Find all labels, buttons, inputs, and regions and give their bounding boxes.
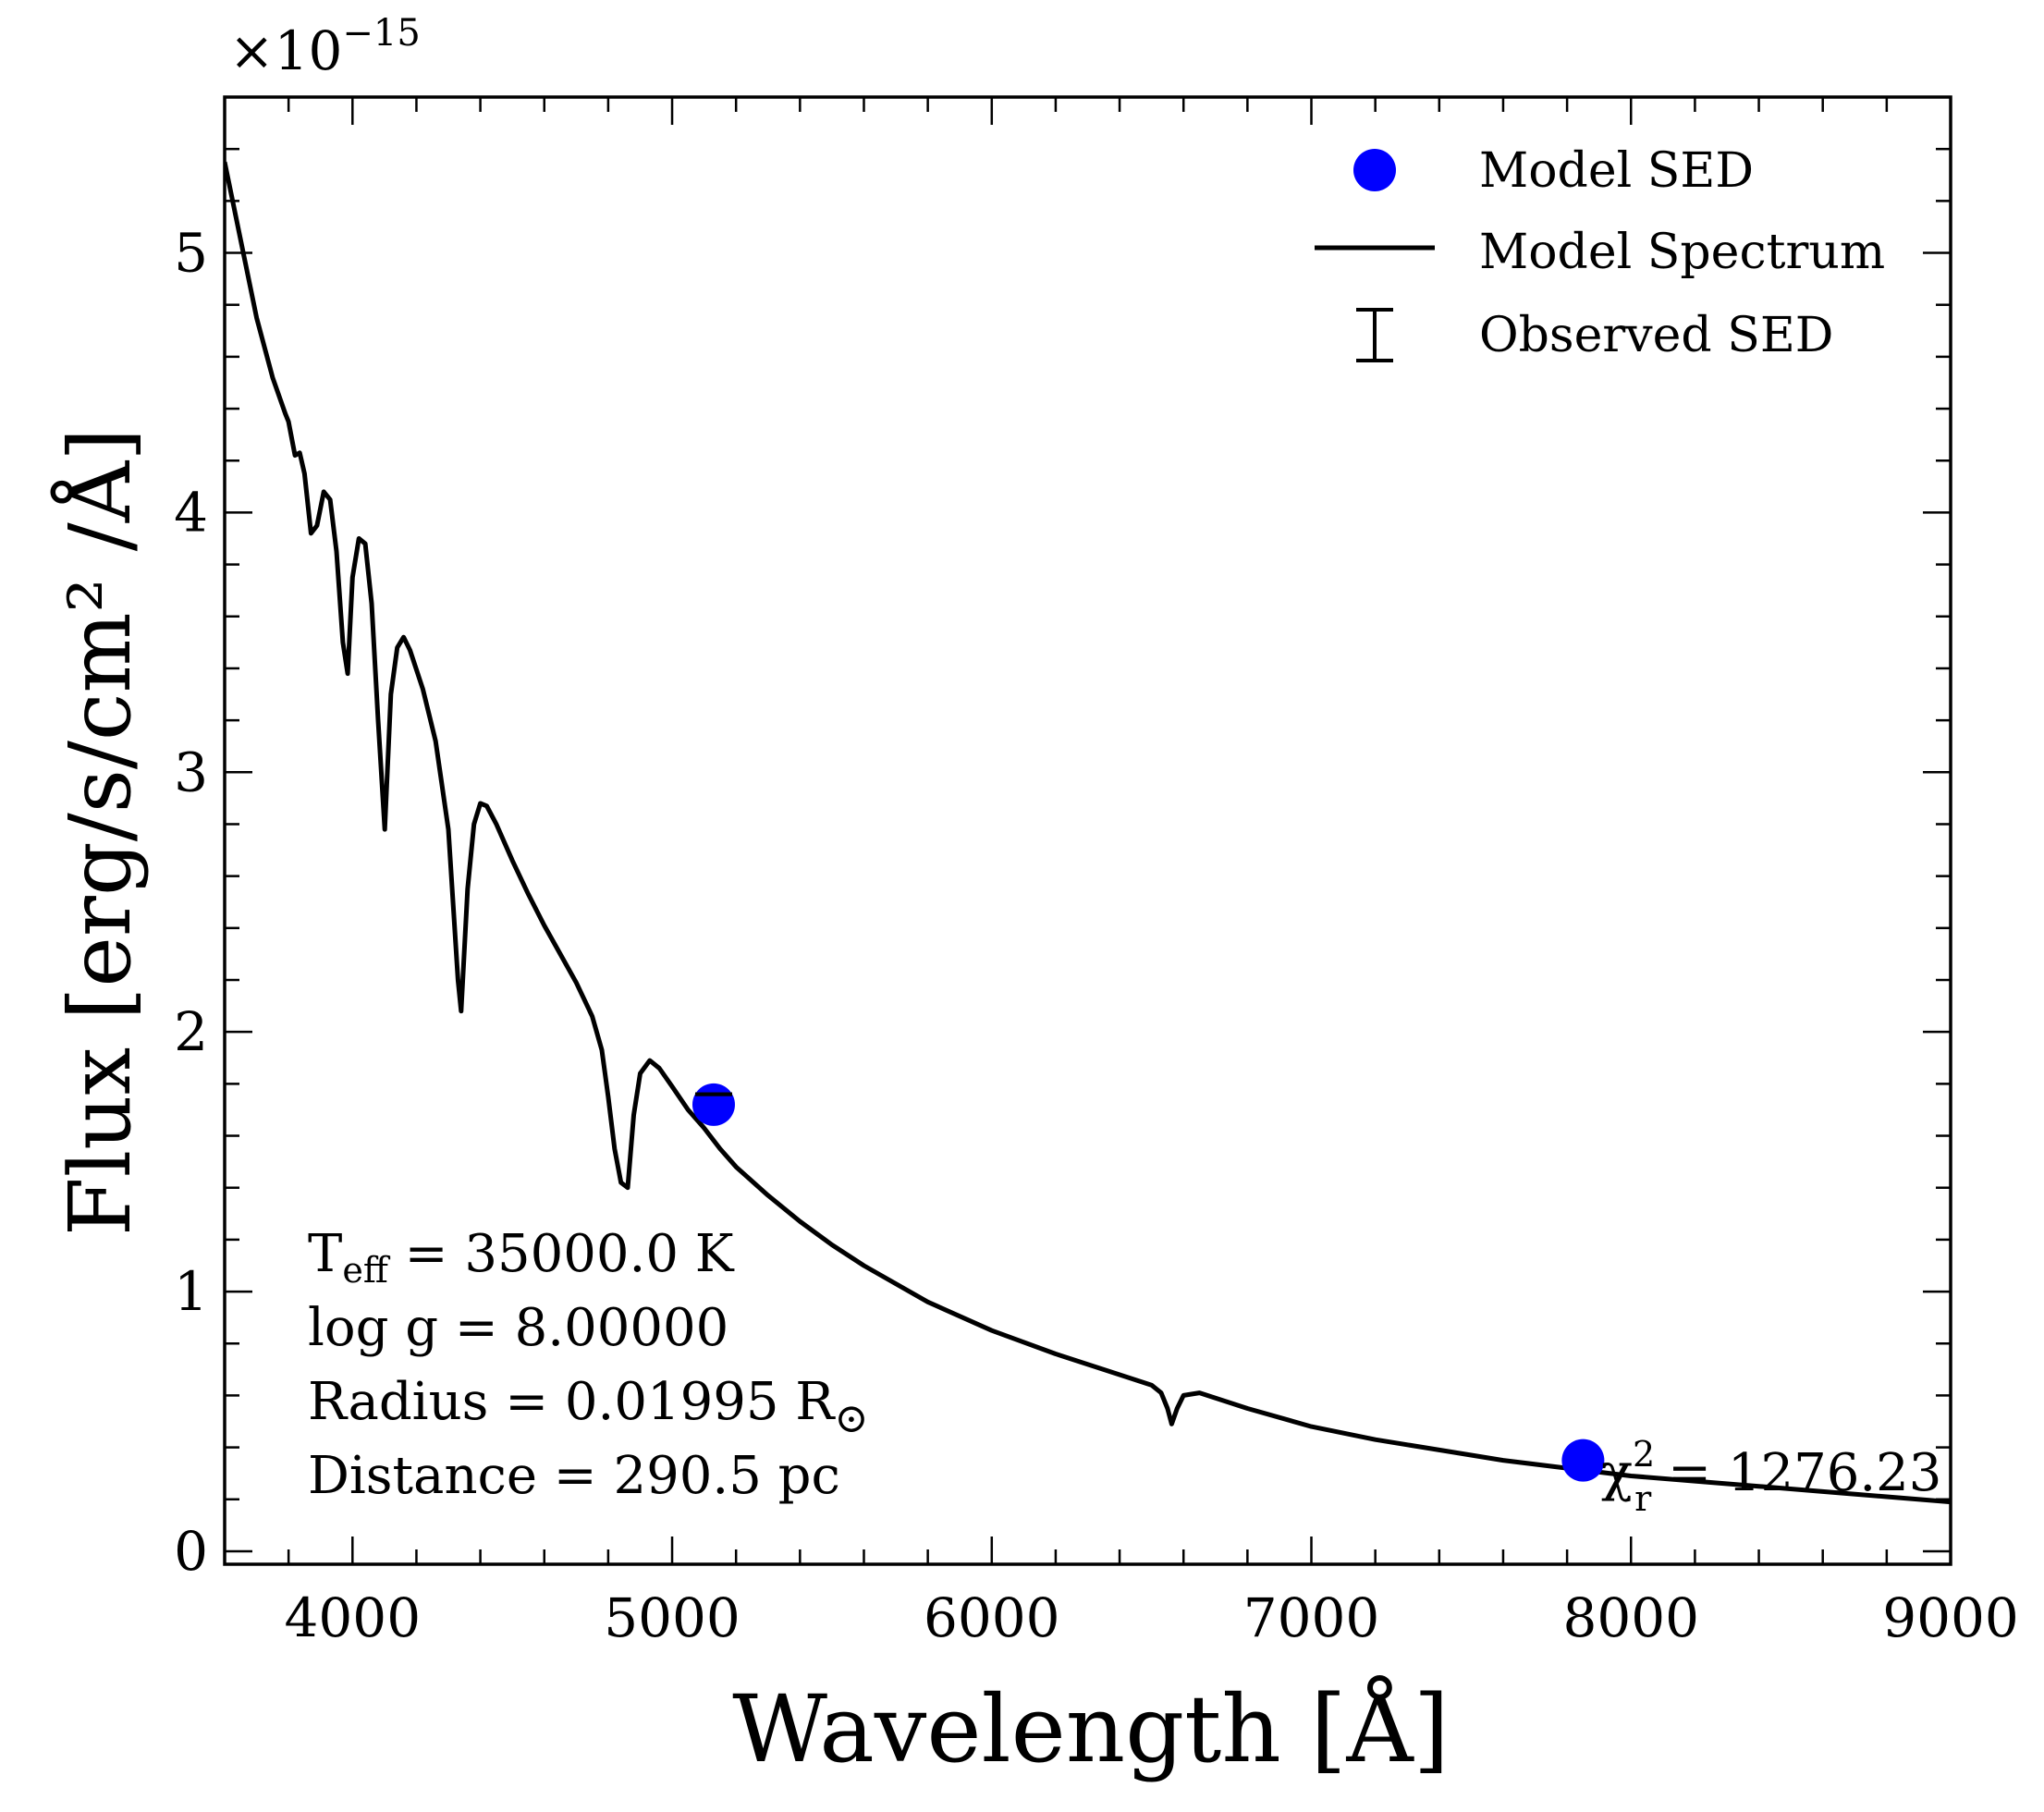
x-axis-title: Wavelength [Å] (732, 1675, 1450, 1783)
x-tick-label: 8000 (1562, 1586, 1699, 1649)
model-sed-point (692, 1083, 735, 1126)
legend-model-spectrum-label: Model Spectrum (1479, 225, 1885, 280)
plot-frame (223, 95, 1952, 1566)
annotation-teff-value: = 35000.0 K (388, 1224, 735, 1284)
legend: Model SED Model Spectrum Observed SED (1315, 143, 1885, 363)
legend-model-sed-label: Model SED (1479, 143, 1754, 199)
y-ticks: 0 1 2 3 4 5 (174, 147, 1951, 1583)
annotation-logg: log g = 8.00000 (308, 1298, 728, 1358)
x-tick-label: 4000 (284, 1586, 421, 1649)
model-spectrum-line (225, 161, 1951, 1505)
parameter-annotation: Teff = 35000.0 K log g = 8.00000 Radius … (308, 1224, 868, 1506)
y-axis-title: Flux [erg/s/cm² /Å] (50, 428, 150, 1236)
legend-model-sed-marker (1353, 149, 1396, 191)
x-ticks: 4000 5000 6000 7000 8000 9000 (223, 97, 2019, 1649)
annotation-radius-symbol: ⊙ (834, 1395, 868, 1442)
annotation-teff-label: T (308, 1224, 342, 1284)
y-tick-label: 3 (174, 741, 208, 803)
annotation-chi-sub: r (1634, 1478, 1652, 1519)
annotation-radius-text: Radius = 0.01995 R (308, 1372, 836, 1432)
x-tick-label: 9000 (1882, 1586, 2019, 1649)
annotation-teff: Teff = 35000.0 K (308, 1224, 735, 1291)
annotation-chi-value: = 1276.23 (1651, 1443, 1941, 1503)
annotation-teff-sub: eff (342, 1250, 390, 1291)
model-sed-point (1561, 1439, 1605, 1482)
x-tick-label: 5000 (604, 1586, 740, 1649)
series-layer (225, 161, 1951, 1505)
annotation-radius: Radius = 0.01995 R⊙ (308, 1372, 868, 1442)
y-tick-label: 0 (174, 1520, 208, 1583)
y-tick-label: 2 (174, 1000, 208, 1063)
x-tick-label: 6000 (924, 1586, 1060, 1649)
y-multiplier-label: ×10−15 (229, 12, 421, 82)
x-tick-label: 7000 (1243, 1586, 1380, 1649)
y-tick-label: 5 (174, 222, 208, 285)
legend-observed-sed-marker (1356, 308, 1393, 362)
annotation-chi-label: χ (1601, 1443, 1633, 1503)
annotation-distance: Distance = 290.5 pc (308, 1446, 840, 1506)
annotation-chi-square: χ2 r = 1276.23 (1601, 1434, 1941, 1519)
legend-observed-sed-label: Observed SED (1479, 308, 1833, 363)
y-multiplier-base: ×10 (229, 19, 342, 82)
y-multiplier-exponent: −15 (342, 12, 420, 55)
y-tick-label: 1 (174, 1260, 208, 1323)
annotation-chi-sup: 2 (1633, 1434, 1655, 1475)
y-tick-label: 4 (174, 481, 208, 544)
